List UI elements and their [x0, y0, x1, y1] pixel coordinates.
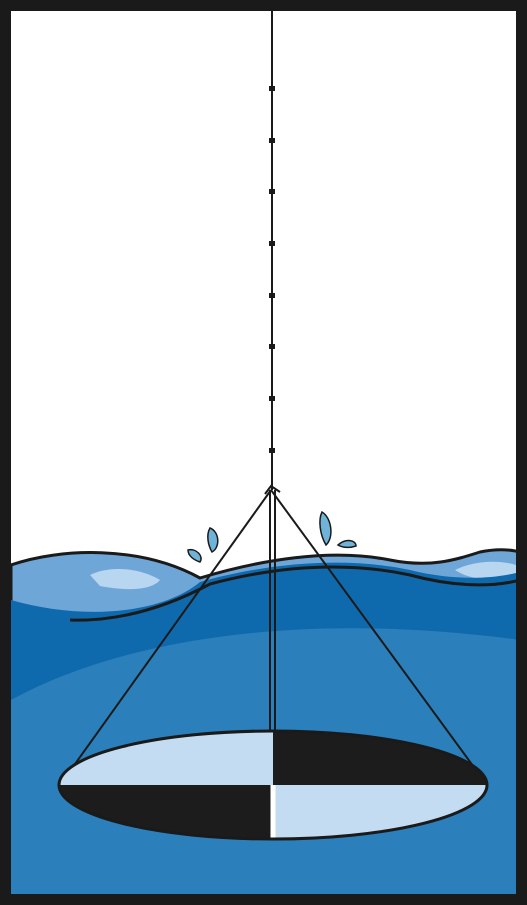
bridle [59, 484, 488, 786]
wave-line [69, 565, 516, 622]
splash [187, 510, 357, 563]
disk-rim [57, 729, 489, 841]
rope-marks [269, 86, 275, 453]
foam [90, 568, 160, 590]
